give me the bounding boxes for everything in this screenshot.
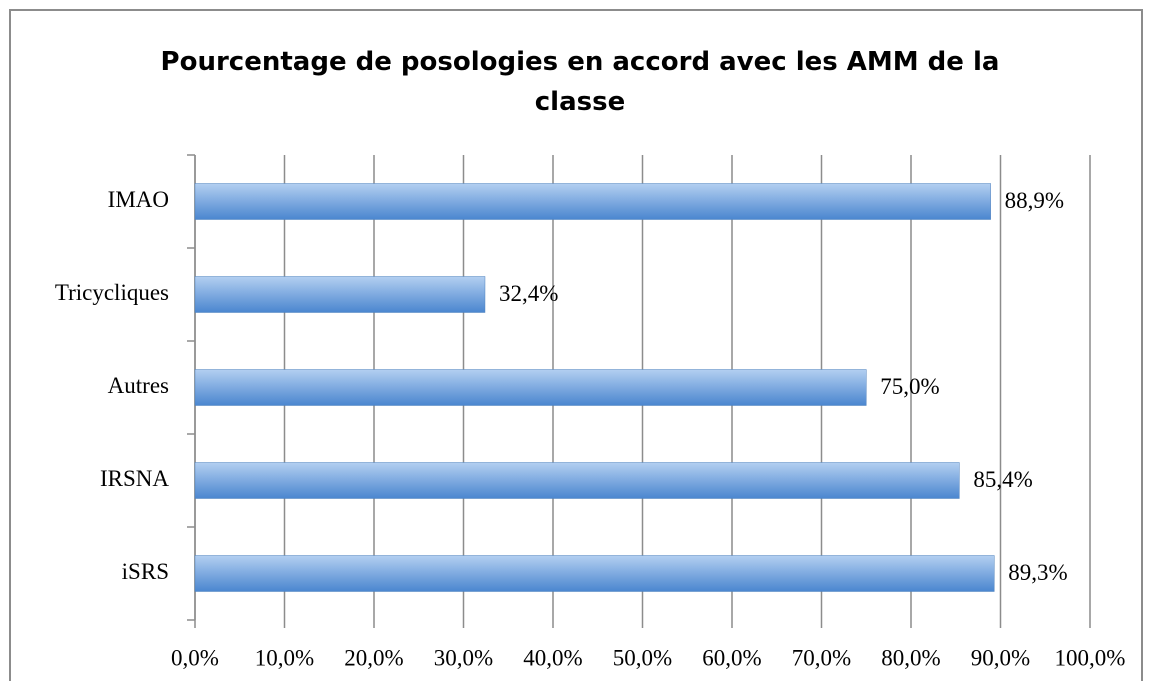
x-tick-label: 80,0%	[881, 645, 940, 670]
bar	[194, 462, 960, 499]
value-label: 32,4%	[499, 281, 558, 306]
x-tick-label: 70,0%	[792, 645, 851, 670]
y-tick-label: iSRS	[122, 559, 169, 584]
x-tick-label: 20,0%	[344, 645, 403, 670]
x-tick-label: 0,0%	[171, 645, 219, 670]
value-label: 85,4%	[973, 467, 1032, 492]
bar	[194, 369, 867, 406]
x-tick-label: 30,0%	[434, 645, 493, 670]
bar	[194, 555, 995, 592]
x-tick-label: 90,0%	[971, 645, 1030, 670]
bar	[194, 276, 486, 313]
y-tick-label: IRSNA	[100, 466, 169, 491]
y-tick-label: Tricycliques	[55, 280, 169, 305]
x-tick-label: 60,0%	[702, 645, 761, 670]
value-label: 75,0%	[880, 374, 939, 399]
bar	[194, 183, 991, 220]
y-tick-label: IMAO	[108, 187, 169, 212]
x-tick-label: 100,0%	[1055, 645, 1126, 670]
value-label: 88,9%	[1005, 188, 1064, 213]
x-tick-label: 10,0%	[255, 645, 314, 670]
frame	[9, 9, 1143, 681]
value-label: 89,3%	[1008, 560, 1067, 585]
y-tick-label: Autres	[108, 373, 169, 398]
x-tick-label: 40,0%	[523, 645, 582, 670]
chart-title: Pourcentage de posologies en accord avec…	[160, 47, 1000, 117]
x-tick-label: 50,0%	[613, 645, 672, 670]
